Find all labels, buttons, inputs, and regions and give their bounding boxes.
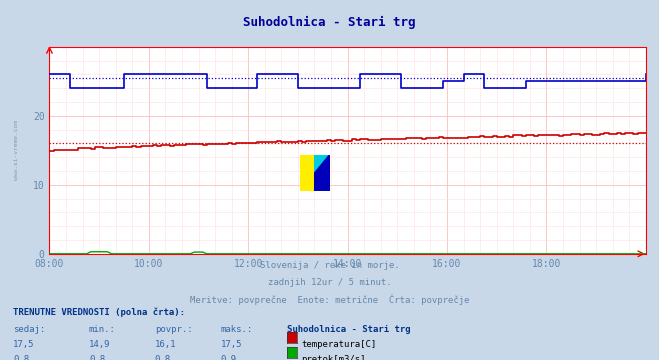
Text: www.si-vreme.com: www.si-vreme.com: [14, 120, 19, 180]
Polygon shape: [315, 155, 330, 173]
Text: 0,8: 0,8: [155, 355, 171, 360]
Polygon shape: [315, 155, 330, 191]
Text: Meritve: povprečne  Enote: metrične  Črta: povprečje: Meritve: povprečne Enote: metrične Črta:…: [190, 295, 469, 305]
Text: sedaj:: sedaj:: [13, 325, 45, 334]
Text: temperatura[C]: temperatura[C]: [301, 340, 376, 349]
Polygon shape: [300, 155, 315, 191]
Text: 0,8: 0,8: [89, 355, 105, 360]
Text: Suhodolnica - Stari trg: Suhodolnica - Stari trg: [243, 16, 416, 29]
Text: 17,5: 17,5: [221, 340, 243, 349]
Text: povpr.:: povpr.:: [155, 325, 192, 334]
Text: TRENUTNE VREDNOSTI (polna črta):: TRENUTNE VREDNOSTI (polna črta):: [13, 308, 185, 317]
Text: zadnjih 12ur / 5 minut.: zadnjih 12ur / 5 minut.: [268, 278, 391, 287]
Text: 16,1: 16,1: [155, 340, 177, 349]
Text: maks.:: maks.:: [221, 325, 253, 334]
Text: Slovenija / reke in morje.: Slovenija / reke in morje.: [260, 261, 399, 270]
Text: Suhodolnica - Stari trg: Suhodolnica - Stari trg: [287, 325, 411, 334]
Text: 14,9: 14,9: [89, 340, 111, 349]
Text: 0,8: 0,8: [13, 355, 29, 360]
Text: pretok[m3/s]: pretok[m3/s]: [301, 355, 366, 360]
Text: 0,9: 0,9: [221, 355, 237, 360]
Text: min.:: min.:: [89, 325, 116, 334]
Text: 17,5: 17,5: [13, 340, 35, 349]
